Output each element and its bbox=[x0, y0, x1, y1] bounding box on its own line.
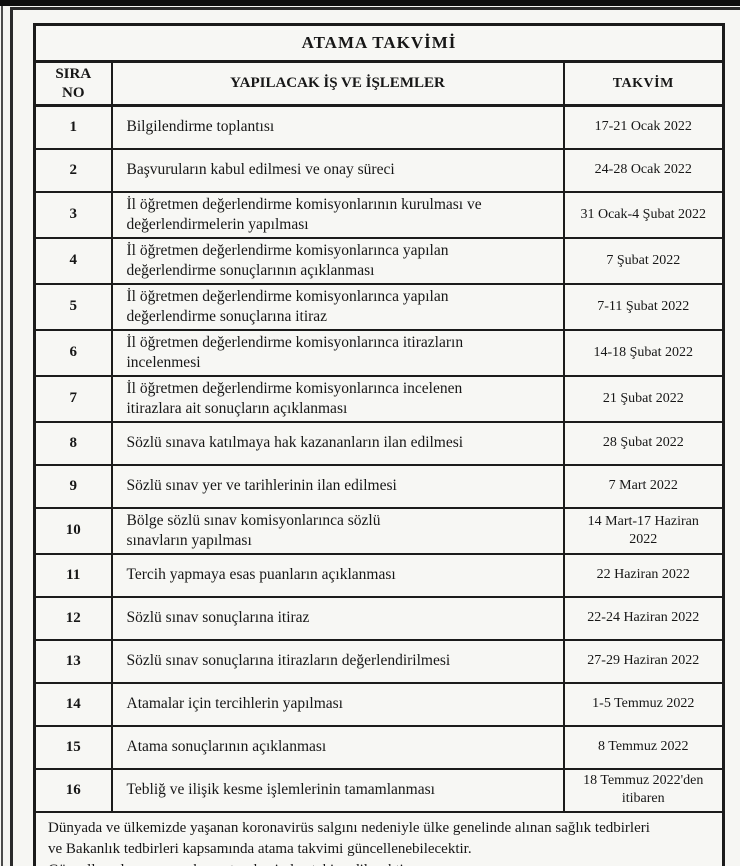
task-cell: İl öğretmen değerlendirme komisyonlarınc… bbox=[110, 282, 565, 331]
table-row: 16 Tebliğ ve ilişik kesme işlemlerinin ta… bbox=[33, 767, 725, 813]
table-row: 15 Atama sonuçlarının açıklanması 8 Temmuz… bbox=[33, 724, 725, 770]
footnote-row: Dünyada ve ülkemizde yaşanan koronavirüs… bbox=[33, 810, 725, 866]
table-row: 9 Sözlü sınav yer ve tarihlerinin ilan ed… bbox=[33, 463, 725, 509]
task-cell: İl öğretmen değerlendirme komisyonlarınc… bbox=[110, 374, 565, 423]
table-row: 5 İl öğretmen değerlendirme komisyonların… bbox=[33, 282, 725, 331]
task-cell: Bölge sözlü sınav komisyonlarınca sözlü … bbox=[110, 506, 565, 555]
column-header-row: SIRA NO YAPILACAK İŞ VE İŞLEMLER TAKVİM bbox=[33, 60, 725, 107]
table-row: 4 İl öğretmen değerlendirme komisyonların… bbox=[33, 236, 725, 285]
row-number-cell: 9 bbox=[33, 463, 113, 509]
row-number-cell: 13 bbox=[33, 638, 113, 684]
date-cell: 14 Mart-17 Haziran 2022 bbox=[562, 506, 725, 555]
date-cell: 7-11 Şubat 2022 bbox=[562, 282, 725, 331]
task-cell: Tebliğ ve ilişik kesme işlemlerinin tama… bbox=[110, 767, 565, 813]
task-cell: Sözlü sınav sonuçlarına itiraz bbox=[110, 595, 565, 641]
table-row: 3 İl öğretmen değerlendirme komisyonların… bbox=[33, 190, 725, 239]
table-row: 13 Sözlü sınav sonuçlarına itirazların de… bbox=[33, 638, 725, 684]
row-number-cell: 4 bbox=[33, 236, 113, 285]
row-number-cell: 11 bbox=[33, 552, 113, 598]
table-row: 2 Başvuruların kabul edilmesi ve onay sür… bbox=[33, 147, 725, 193]
task-cell: İl öğretmen değerlendirme komisyonlarınc… bbox=[110, 236, 565, 285]
task-cell: Atama sonuçlarının açıklanması bbox=[110, 724, 565, 770]
table-row: 7 İl öğretmen değerlendirme komisyonların… bbox=[33, 374, 725, 423]
column-header-takvim: TAKVİM bbox=[562, 60, 725, 107]
row-number-cell: 16 bbox=[33, 767, 113, 813]
task-cell: Başvuruların kabul edilmesi ve onay süre… bbox=[110, 147, 565, 193]
date-cell: 7 Şubat 2022 bbox=[562, 236, 725, 285]
row-number-cell: 12 bbox=[33, 595, 113, 641]
date-cell: 18 Temmuz 2022'den itibaren bbox=[562, 767, 725, 813]
appointment-calendar-table: ATAMA TAKVİMİ SIRA NO YAPILACAK İŞ VE İŞ… bbox=[33, 23, 726, 866]
column-header-sira-no: SIRA NO bbox=[33, 60, 113, 107]
table-row: 10 Bölge sözlü sınav komisyonlarınca sözl… bbox=[33, 506, 725, 555]
scan-top-bar bbox=[0, 0, 740, 6]
page-title: ATAMA TAKVİMİ bbox=[33, 23, 725, 63]
title-row: ATAMA TAKVİMİ bbox=[33, 23, 725, 63]
table-row: 6 İl öğretmen değerlendirme komisyonların… bbox=[33, 328, 725, 377]
date-cell: 22 Haziran 2022 bbox=[562, 552, 725, 598]
date-cell: 31 Ocak-4 Şubat 2022 bbox=[562, 190, 725, 239]
table-row: 14 Atamalar için tercihlerin yapılması 1-5… bbox=[33, 681, 725, 727]
date-cell: 24-28 Ocak 2022 bbox=[562, 147, 725, 193]
row-number-cell: 6 bbox=[33, 328, 113, 377]
scan-left-edge bbox=[1, 0, 3, 866]
table-row: 8 Sözlü sınava katılmaya hak kazananların… bbox=[33, 420, 725, 466]
date-cell: 28 Şubat 2022 bbox=[562, 420, 725, 466]
task-cell: Bilgilendirme toplantısı bbox=[110, 104, 565, 150]
task-cell: Sözlü sınav sonuçlarına itirazların değe… bbox=[110, 638, 565, 684]
date-cell: 17-21 Ocak 2022 bbox=[562, 104, 725, 150]
row-number-cell: 5 bbox=[33, 282, 113, 331]
date-cell: 1-5 Temmuz 2022 bbox=[562, 681, 725, 727]
task-cell: İl öğretmen değerlendirme komisyonlarınc… bbox=[110, 328, 565, 377]
table-row: 1 Bilgilendirme toplantısı 17-21 Ocak 2022 bbox=[33, 104, 725, 150]
footnote-text: Dünyada ve ülkemizde yaşanan koronavirüs… bbox=[33, 810, 725, 866]
row-number-cell: 10 bbox=[33, 506, 113, 555]
task-cell: Tercih yapmaya esas puanların açıklanmas… bbox=[110, 552, 565, 598]
row-number-cell: 1 bbox=[33, 104, 113, 150]
task-cell: Sözlü sınav yer ve tarihlerinin ilan edi… bbox=[110, 463, 565, 509]
date-cell: 8 Temmuz 2022 bbox=[562, 724, 725, 770]
date-cell: 22-24 Haziran 2022 bbox=[562, 595, 725, 641]
row-number-cell: 7 bbox=[33, 374, 113, 423]
row-number-cell: 2 bbox=[33, 147, 113, 193]
date-cell: 21 Şubat 2022 bbox=[562, 374, 725, 423]
task-cell: Sözlü sınava katılmaya hak kazananların … bbox=[110, 420, 565, 466]
column-header-is-islemler: YAPILACAK İŞ VE İŞLEMLER bbox=[110, 60, 565, 107]
row-number-cell: 8 bbox=[33, 420, 113, 466]
date-cell: 27-29 Haziran 2022 bbox=[562, 638, 725, 684]
table-row: 12 Sözlü sınav sonuçlarına itiraz 22-24 Ha… bbox=[33, 595, 725, 641]
date-cell: 7 Mart 2022 bbox=[562, 463, 725, 509]
column-header-sira-no-label: SIRA NO bbox=[55, 65, 92, 101]
row-number-cell: 15 bbox=[33, 724, 113, 770]
date-cell: 14-18 Şubat 2022 bbox=[562, 328, 725, 377]
row-number-cell: 14 bbox=[33, 681, 113, 727]
task-cell: İl öğretmen değerlendirme komisyonlarını… bbox=[110, 190, 565, 239]
task-cell: Atamalar için tercihlerin yapılması bbox=[110, 681, 565, 727]
table-row: 11 Tercih yapmaya esas puanların açıklanm… bbox=[33, 552, 725, 598]
row-number-cell: 3 bbox=[33, 190, 113, 239]
